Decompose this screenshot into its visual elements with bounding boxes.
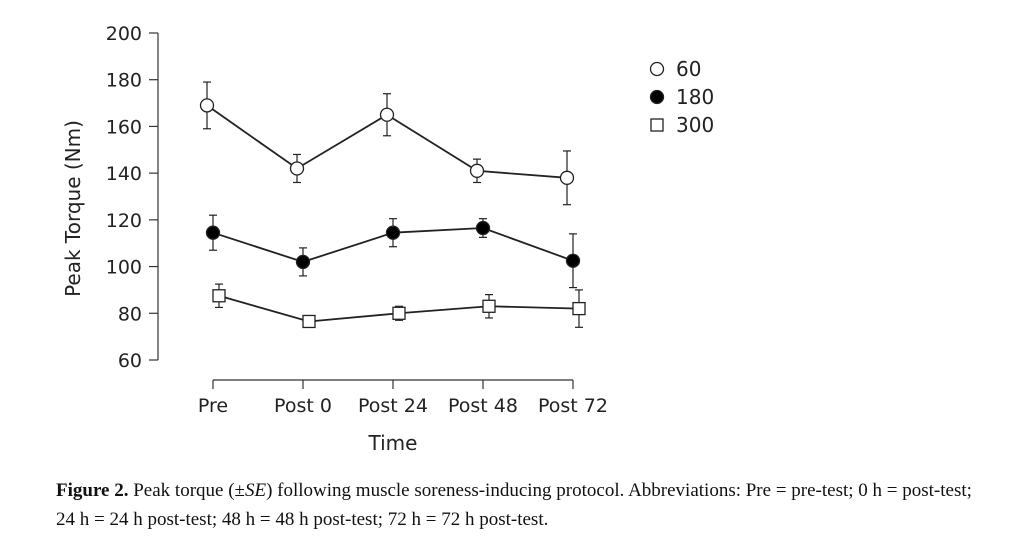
x-tick-label: Post 24 [358, 395, 428, 417]
x-axis: Pre Post 0 Post 24 Post 48 Post 72 [198, 379, 608, 417]
data-point [302, 314, 316, 329]
y-tick-label: 140 [106, 163, 142, 185]
data-point [212, 289, 226, 303]
data-point [469, 163, 485, 178]
data-point [289, 161, 305, 176]
data-point [559, 170, 575, 185]
series-180 [205, 214, 581, 289]
y-tick-label: 200 [106, 23, 142, 45]
series-300 [212, 283, 586, 329]
data-point [565, 253, 581, 268]
data-point [199, 98, 215, 113]
x-tick-label: Post 48 [448, 395, 518, 417]
data-point [205, 225, 221, 240]
legend-label: 60 [676, 57, 701, 81]
data-point [379, 107, 395, 122]
caption-label: Figure 2. [56, 480, 129, 501]
y-axis-title: Peak Torque (Nm) [61, 120, 85, 297]
legend-label: 300 [676, 113, 714, 137]
y-tick-label: 60 [118, 350, 142, 372]
series-layer [199, 81, 586, 329]
legend-label: 180 [676, 85, 714, 109]
x-tick-label: Post 0 [274, 395, 332, 417]
x-tick-label: Pre [198, 395, 228, 417]
y-tick-label: 100 [106, 257, 142, 279]
x-tick-label: Post 72 [538, 395, 608, 417]
caption-text-before: Peak torque (± [133, 480, 245, 501]
caption-text-after: ) following muscle soreness-inducing pro… [56, 480, 972, 530]
legend-marker [649, 89, 665, 105]
x-axis-title: Time [368, 431, 418, 455]
y-tick-label: 80 [118, 303, 142, 325]
legend: 60 180 300 [649, 57, 714, 137]
data-point [385, 225, 401, 240]
series-60 [199, 81, 575, 206]
data-point [392, 306, 406, 320]
y-axis: 60 80 100 120 140 160 180 200 [106, 23, 159, 372]
data-point [572, 301, 586, 316]
y-tick-label: 160 [106, 116, 142, 138]
figure-caption: Figure 2. Peak torque (±SE) following mu… [56, 476, 986, 534]
y-tick-label: 120 [106, 210, 142, 232]
data-point [475, 220, 491, 236]
data-point [295, 254, 311, 270]
data-point [482, 299, 496, 313]
legend-marker [650, 118, 664, 132]
legend-marker [649, 61, 665, 77]
y-tick-label: 180 [106, 70, 142, 92]
caption-italic: SE [244, 480, 267, 501]
